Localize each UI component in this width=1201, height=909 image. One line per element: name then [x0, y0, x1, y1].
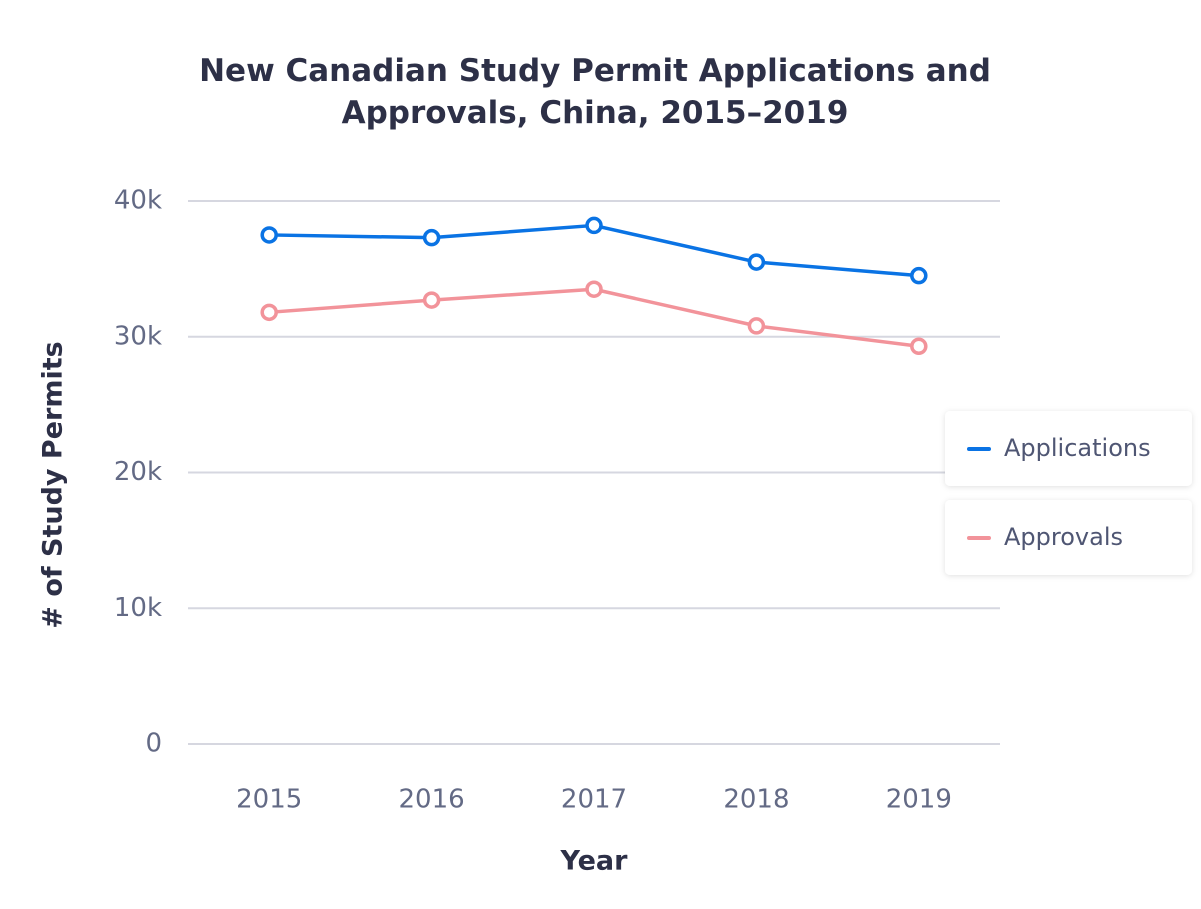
- data-point: [585, 280, 603, 298]
- data-point: [422, 291, 441, 309]
- y-tick-label: 10k: [114, 593, 162, 623]
- legend-label: Applications: [1004, 434, 1151, 462]
- y-tick-label: 30k: [114, 321, 162, 351]
- data-point: [585, 216, 603, 235]
- legend-item[interactable]: [945, 500, 1192, 575]
- x-tick-label: 2015: [236, 785, 302, 815]
- legend-item[interactable]: [945, 411, 1192, 486]
- data-point: [422, 228, 441, 247]
- y-tick-label: 40k: [114, 186, 162, 216]
- x-tick-label: 2019: [886, 785, 952, 815]
- data-point: [260, 303, 278, 322]
- data-point: [260, 226, 278, 244]
- data-point: [747, 317, 766, 335]
- data-point: [910, 266, 928, 285]
- x-tick-label: 2016: [399, 785, 465, 815]
- y-tick-label: 20k: [114, 457, 162, 487]
- data-point: [910, 337, 928, 356]
- x-tick-label: 2018: [723, 785, 789, 815]
- legend-label: Approvals: [1004, 523, 1123, 551]
- x-tick-label: 2017: [561, 785, 627, 815]
- data-point: [747, 253, 766, 271]
- y-axis-title: # of Study Permits: [38, 341, 69, 628]
- x-axis-title: Year: [560, 846, 629, 877]
- y-tick-label: 0: [145, 729, 162, 759]
- chart-title: New Canadian Study Permit Applications a…: [199, 53, 991, 131]
